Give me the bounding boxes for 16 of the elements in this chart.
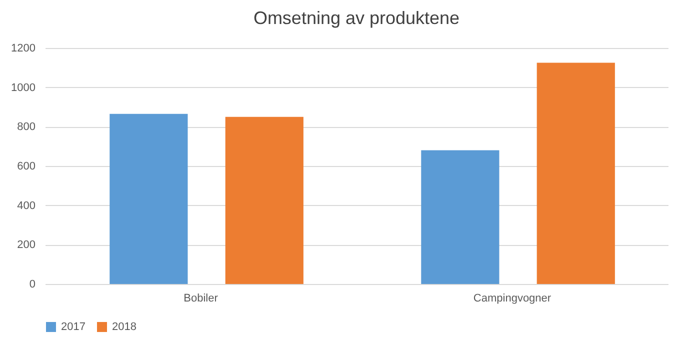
y-tick-label: 1000 <box>11 82 36 94</box>
bar <box>110 114 188 284</box>
bar <box>225 116 304 284</box>
legend-label: 2017 <box>61 321 86 333</box>
y-tick-label: 400 <box>17 200 36 212</box>
y-tick-label: 1200 <box>11 42 36 54</box>
y-tick-label: 800 <box>17 121 36 134</box>
x-tick-label: Campingvogner <box>473 292 552 304</box>
y-tick-label: 0 <box>29 278 36 290</box>
y-tick-label: 600 <box>17 160 36 172</box>
y-tick-label: 200 <box>17 239 36 252</box>
bar <box>536 62 615 284</box>
bar <box>421 150 500 284</box>
x-tick-label: Bobiler <box>184 292 218 304</box>
legend-label: 2018 <box>112 321 136 333</box>
chart-title: Omsetning av produktene <box>253 8 460 28</box>
